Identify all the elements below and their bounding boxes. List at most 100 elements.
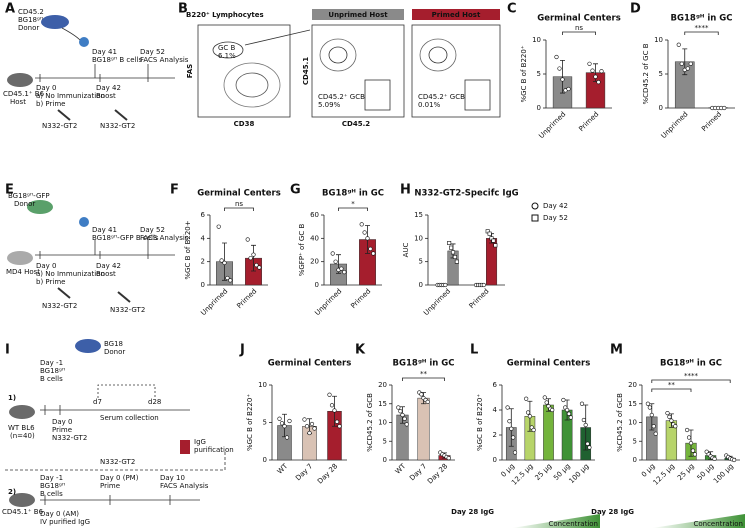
y-tick-label: 0 <box>201 281 205 289</box>
data-point <box>245 237 250 242</box>
schematic-text: Day 52 <box>140 226 165 234</box>
significance-label: ** <box>420 370 428 378</box>
schematic-text: BG18ᵍᴴ-GFP <box>8 192 50 200</box>
data-point <box>647 405 652 410</box>
data-point <box>544 400 549 405</box>
data-point <box>327 392 332 397</box>
schematic-text: BG18ᵍᴴ <box>40 482 65 490</box>
data-point <box>566 86 571 92</box>
chart: BG18ᵍᴴ in GC %CD45.2 of GCB 0 5 10 15 20 0 µg12… <box>591 359 745 528</box>
y-axis-label: %CD45.2 of GC B <box>642 43 650 104</box>
schematic-text: Day 0 (AM) <box>40 510 79 518</box>
data-point <box>222 260 227 265</box>
data-point <box>362 230 367 235</box>
data-point <box>279 421 285 426</box>
y-tick-label: 0 <box>383 456 387 464</box>
chart-title: BG18ᵍᴴ in GC <box>671 14 733 24</box>
y-tick-label: 0 <box>315 281 319 289</box>
data-point <box>525 410 531 415</box>
chart: BG18ᵍᴴ in GC %CD45.2 of GC B 0 5 10 Unprimed P… <box>642 14 735 140</box>
data-point <box>511 435 516 440</box>
data-point <box>686 435 692 440</box>
data-point <box>667 414 672 419</box>
schematic-text: Day 52 <box>140 48 165 56</box>
chart-title: Germinal Centers <box>537 14 621 24</box>
x-tick-label: Day 28 <box>426 462 449 485</box>
significance-label: ns <box>235 200 243 208</box>
y-tick-label: 10 <box>654 36 663 44</box>
data-point <box>665 411 670 416</box>
schematic-text: CD45.1⁺ B6 <box>3 90 45 98</box>
x-tick-label: 12.5 µg <box>652 462 677 487</box>
y-axis-label: %GC B of B220⁺ <box>520 45 528 102</box>
panel-label: E <box>5 183 14 198</box>
schematic-text: Boost <box>96 270 116 278</box>
y-tick-label: 5 <box>633 437 637 445</box>
data-point <box>248 256 253 261</box>
data-point <box>481 282 486 288</box>
data-point <box>452 255 457 260</box>
panel-label: H <box>400 183 411 198</box>
flow-text: 5.09% <box>318 101 341 109</box>
error-bar <box>560 60 565 94</box>
data-point <box>446 456 451 461</box>
legend-label: Day 52 <box>543 214 568 222</box>
bar <box>417 397 430 461</box>
data-point <box>304 424 310 429</box>
x-tick-label: 100 µg <box>568 462 591 485</box>
x-axis-label: Day 28 IgG <box>451 508 494 516</box>
flow-text: B220⁺ Lymphocytes <box>186 11 264 19</box>
schematic-text: (n=40) <box>10 432 35 440</box>
data-point <box>732 457 737 463</box>
schematic-text: Day 0 (PM) <box>100 474 139 482</box>
gradient-label: Concentration <box>548 520 598 528</box>
chart: Germinal Centers %GC B of B220⁺ 0 5 10 Unprim… <box>520 14 621 141</box>
x-tick-label: Primed <box>235 287 258 310</box>
data-point <box>282 424 287 429</box>
data-point <box>722 105 727 111</box>
schematic-text: FACS Analysis <box>160 482 209 490</box>
data-point <box>332 408 337 413</box>
data-point <box>371 251 376 256</box>
y-tick-label: 60 <box>310 211 319 219</box>
data-point <box>251 252 256 257</box>
schematic-text: N332-GT2 <box>42 122 77 130</box>
x-tick-label: Day 7 <box>294 462 314 482</box>
y-tick-label: 10 <box>258 381 267 389</box>
flow-plots <box>197 9 501 118</box>
schematic-text: Day 41 <box>92 226 117 234</box>
data-point <box>309 421 315 427</box>
data-point <box>688 61 693 66</box>
y-tick-label: 10 <box>378 419 387 427</box>
panel-label: G <box>290 183 301 198</box>
x-tick-label: Unprimed <box>199 287 229 317</box>
gradient-label: Concentration <box>693 520 743 528</box>
error-bar <box>251 244 256 272</box>
schematic-text: a) No Immunization <box>36 92 105 100</box>
data-point <box>257 265 262 270</box>
schematic-text: CD45.2 <box>18 8 44 16</box>
schematic-text: a) No Immunization <box>36 270 105 278</box>
schematic-text: N332-GT2 <box>100 458 135 466</box>
data-point <box>277 416 282 421</box>
data-point <box>359 222 364 227</box>
schematic-text: MD4 Host <box>6 268 40 276</box>
x-tick-label: Unprimed <box>422 287 452 317</box>
y-axis-label: %GC B of B220+ <box>184 220 192 279</box>
schematic-text: d28 <box>148 398 161 406</box>
data-point <box>284 435 290 440</box>
data-point <box>587 445 592 450</box>
schematic-text: FACS Analysis <box>140 234 189 242</box>
data-point <box>493 243 498 248</box>
panel-label: J <box>239 343 245 358</box>
y-tick-label: 20 <box>628 381 637 389</box>
x-tick-label: 25 µg <box>534 462 554 482</box>
schematic-text: N332-GT2 <box>100 122 135 130</box>
data-point <box>712 456 717 461</box>
concentration-gradient <box>512 514 600 528</box>
data-point <box>447 241 452 246</box>
x-axis-label: Day 28 IgG <box>591 508 634 516</box>
schematic-text: Day 0 <box>36 84 57 92</box>
